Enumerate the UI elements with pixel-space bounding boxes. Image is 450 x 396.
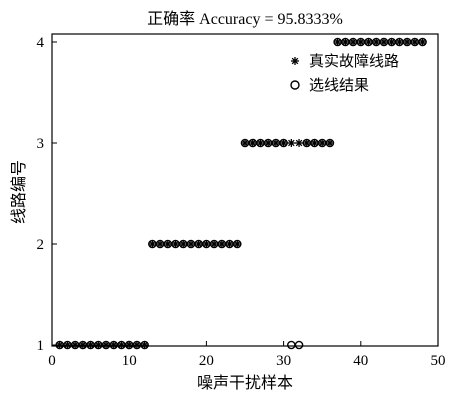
x-tick-label: 20 [199,353,214,369]
point-true-fault-line [55,341,64,349]
point-true-fault-line [179,240,188,248]
point-true-fault-line [325,139,334,147]
x-tick-label: 10 [122,353,137,369]
point-true-fault-line [264,139,273,147]
point-true-fault-line [318,139,327,147]
point-true-fault-line [395,38,404,46]
point-true-fault-line [379,38,388,46]
point-true-fault-line [333,38,342,46]
point-selection-result [418,37,427,47]
legend-marker-asterisk [291,57,299,65]
point-true-fault-line [156,240,165,248]
point-true-fault-line [403,38,412,46]
point-true-fault-line [279,139,288,147]
point-true-fault-line [287,139,296,147]
point-true-fault-line [310,139,319,147]
y-tick-label: 4 [37,35,45,51]
point-true-fault-line [225,240,234,248]
point-true-fault-line [140,341,149,349]
chart-title: 正确率 Accuracy = 95.8333% [147,10,343,28]
y-tick-label: 1 [37,338,45,354]
point-true-fault-line [78,341,87,349]
point-true-fault-line [372,38,381,46]
point-true-fault-line [117,341,126,349]
point-true-fault-line [256,139,265,147]
point-true-fault-line [364,38,373,46]
point-true-fault-line [356,38,365,46]
point-selection-result [232,239,242,249]
y-tick-label: 3 [37,136,45,152]
point-true-fault-line [341,38,350,46]
point-true-fault-line [86,341,95,349]
y-axis-label: 线路编号 [10,160,28,224]
legend-label-selection-result: 选线结果 [309,77,369,94]
x-tick-label: 50 [431,353,446,369]
point-true-fault-line [171,240,180,248]
point-true-fault-line [63,341,72,349]
point-true-fault-line [148,240,157,248]
point-true-fault-line [410,38,419,46]
point-selection-result [140,340,149,350]
point-true-fault-line [210,240,219,248]
point-true-fault-line [102,341,111,349]
legend-label-true-fault-line: 真实故障线路 [309,52,399,70]
x-tick-label: 40 [353,353,368,369]
point-true-fault-line [302,139,311,147]
point-true-fault-line [217,240,226,248]
point-true-fault-line [132,341,141,349]
point-true-fault-line [248,139,257,147]
legend-asterisk [291,57,299,65]
point-true-fault-line [186,240,195,248]
point-true-fault-line [202,240,211,248]
ticks: 0 10 20 30 40 50 1 2 3 4 [37,35,446,369]
x-axis-label: 噪声干扰样本 [197,374,293,392]
x-tick-label: 0 [48,353,56,369]
data-series [55,37,427,350]
point-selection-result [287,340,296,350]
point-selection-result [325,138,335,148]
point-true-fault-line [109,341,118,349]
point-true-fault-line [233,240,242,248]
point-selection-result [294,340,304,350]
y-tick-label: 2 [37,237,45,253]
point-selection-result [279,138,288,148]
point-true-fault-line [271,139,280,147]
plot-frame [51,33,439,347]
point-true-fault-line [125,341,134,349]
point-true-fault-line [94,341,103,349]
point-true-fault-line [295,139,304,147]
point-true-fault-line [71,341,80,349]
legend: 真实故障线路 选线结果 [290,52,399,94]
point-true-fault-line [194,240,203,248]
point-true-fault-line [387,38,396,46]
point-true-fault-line [241,139,249,147]
legend-circle [290,80,300,90]
point-true-fault-line [163,240,172,248]
legend-marker-circle [290,80,300,90]
x-tick-label: 30 [276,353,291,369]
point-true-fault-line [418,38,427,46]
point-true-fault-line [349,38,358,46]
